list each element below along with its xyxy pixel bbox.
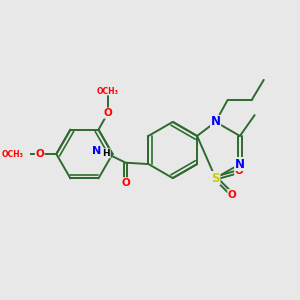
Text: OCH₃: OCH₃ [97, 88, 119, 97]
Text: O: O [35, 149, 44, 159]
Text: OCH₃: OCH₃ [1, 149, 23, 158]
Text: N: N [235, 158, 245, 171]
Text: N: N [211, 116, 220, 128]
Text: O: O [235, 167, 244, 176]
Text: O: O [103, 108, 112, 118]
Text: H: H [103, 149, 110, 158]
Text: N: N [92, 146, 101, 156]
Text: O: O [121, 178, 130, 188]
Text: O: O [228, 190, 237, 200]
Text: S: S [211, 172, 220, 184]
